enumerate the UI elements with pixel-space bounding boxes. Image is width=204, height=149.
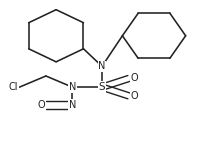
- Text: O: O: [131, 91, 138, 101]
- Text: Cl: Cl: [9, 82, 18, 92]
- Text: O: O: [131, 73, 138, 83]
- Text: O: O: [37, 100, 45, 110]
- Text: S: S: [99, 82, 105, 92]
- Text: N: N: [69, 100, 76, 110]
- Text: N: N: [69, 82, 76, 92]
- Text: N: N: [98, 61, 106, 71]
